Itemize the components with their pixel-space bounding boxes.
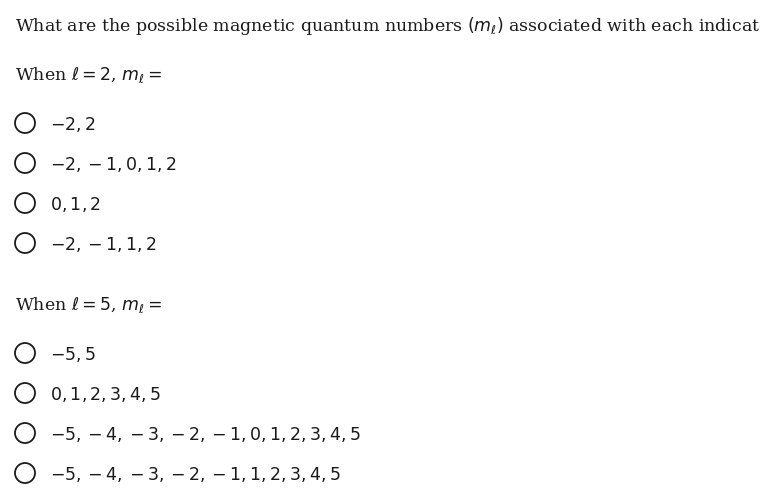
Text: $0, 1, 2, 3, 4, 5$: $0, 1, 2, 3, 4, 5$ — [50, 385, 161, 404]
Text: What are the possible magnetic quantum numbers $(m_\ell)$ associated with each i: What are the possible magnetic quantum n… — [15, 15, 760, 37]
Text: $-2, 2$: $-2, 2$ — [50, 115, 96, 134]
Text: $-2, -1, 1, 2$: $-2, -1, 1, 2$ — [50, 235, 157, 254]
Text: When $\ell = 5$, $m_\ell =$: When $\ell = 5$, $m_\ell =$ — [15, 295, 162, 315]
Text: $0, 1, 2$: $0, 1, 2$ — [50, 195, 101, 214]
Text: When $\ell = 2$, $m_\ell =$: When $\ell = 2$, $m_\ell =$ — [15, 65, 162, 85]
Text: $-5, -4, -3, -2, -1, 0, 1, 2, 3, 4, 5$: $-5, -4, -3, -2, -1, 0, 1, 2, 3, 4, 5$ — [50, 425, 361, 444]
Text: $-5, 5$: $-5, 5$ — [50, 345, 96, 364]
Text: $-5, -4, -3, -2, -1, 1, 2, 3, 4, 5$: $-5, -4, -3, -2, -1, 1, 2, 3, 4, 5$ — [50, 465, 341, 484]
Text: $-2, -1, 0, 1, 2$: $-2, -1, 0, 1, 2$ — [50, 155, 177, 174]
